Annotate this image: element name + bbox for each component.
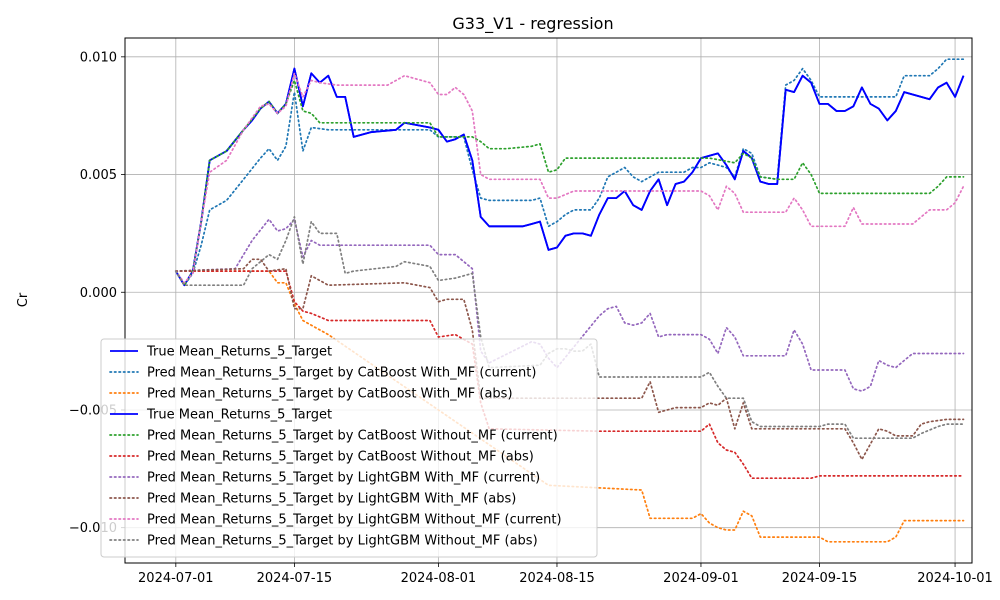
y-axis-label: Cr	[16, 292, 31, 307]
series-line-8	[174, 258, 965, 461]
series-line-7	[174, 218, 965, 392]
legend-label: True Mean_Returns_5_Target	[146, 408, 332, 423]
y-tick-label: 0.000	[80, 286, 117, 301]
chart-title: G33_V1 - regression	[452, 14, 613, 34]
legend-label: Pred Mean_Returns_5_Target by LightGBM W…	[147, 492, 516, 507]
legend: True Mean_Returns_5_Target Pred Mean_Retu…	[100, 338, 598, 558]
series-line-9	[174, 72, 965, 284]
legend-label: Pred Mean_Returns_5_Target by LightGBM W…	[147, 513, 562, 528]
series-line-2	[174, 58, 965, 287]
x-tick-label: 2024-07-01	[138, 571, 214, 586]
legend-label: True Mean_Returns_5_Target	[146, 345, 332, 360]
x-tick-label: 2024-10-01	[917, 571, 993, 586]
x-tick-label: 2024-09-01	[663, 571, 739, 586]
legend-label: Pred Mean_Returns_5_Target by CatBoost W…	[147, 450, 534, 465]
series-line-6	[174, 270, 965, 480]
legend-label: Pred Mean_Returns_5_Target by LightGBM W…	[147, 471, 540, 486]
x-tick-label: 2024-07-15	[257, 571, 333, 586]
legend-label: Pred Mean_Returns_5_Target by CatBoost W…	[147, 366, 536, 381]
legend-label: Pred Mean_Returns_5_Target by CatBoost W…	[147, 387, 513, 402]
legend-label: Pred Mean_Returns_5_Target by CatBoost W…	[147, 429, 558, 444]
y-tick-label: 0.005	[80, 168, 117, 183]
x-tick-label: 2024-08-15	[519, 571, 595, 586]
x-tick-label: 2024-08-01	[401, 571, 477, 586]
y-tick-label: 0.010	[80, 50, 117, 65]
series-line-5	[174, 79, 965, 287]
series-line-4	[175, 67, 965, 287]
legend-box	[100, 338, 598, 558]
x-tick-label: 2024-09-15	[782, 571, 858, 586]
legend-label: Pred Mean_Returns_5_Target by LightGBM W…	[147, 534, 538, 549]
series-line-3	[174, 270, 965, 543]
plot-frame	[124, 37, 973, 564]
